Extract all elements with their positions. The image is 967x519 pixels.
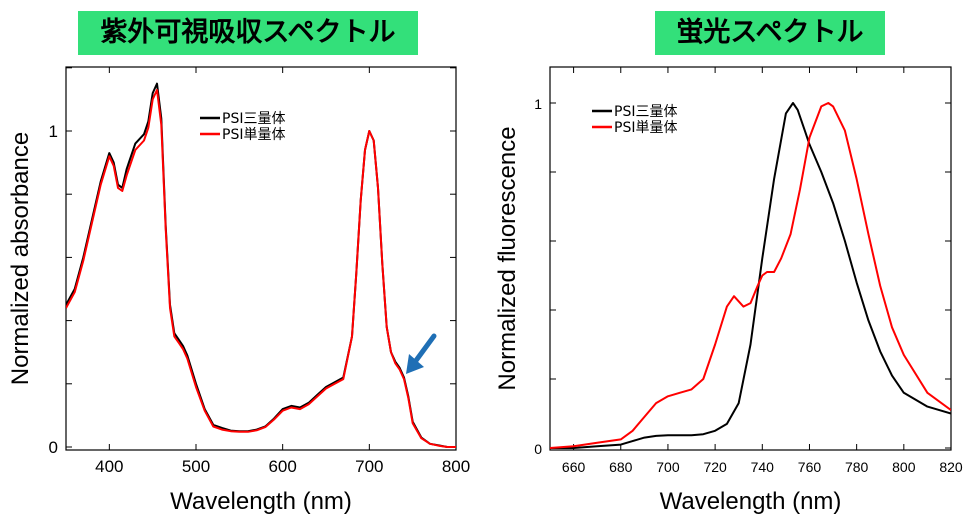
uv-vis-arrow-head [406,354,424,374]
fluor-series-line-trimer [550,102,951,449]
fluorescence-title: 蛍光スペクトル [655,11,885,55]
uv-vis-x-tick-label: 800 [442,457,470,476]
uv-vis-x-tick-label: 700 [355,457,383,476]
fluor-plot-frame [549,66,952,451]
uv-vis-x-tick-label: 600 [268,457,296,476]
fluor-legend-label: PSI三量体 [614,104,677,120]
fluor-x-tick-label: 780 [845,459,869,475]
uv-vis-x-axis-label: Wavelength (nm) [170,488,352,515]
uv-vis-title: 紫外可視吸収スペクトル [78,11,418,55]
uv-vis-y-axis-label: Normalized absorbance [7,132,34,385]
fluor-x-tick-label: 800 [892,459,916,475]
uv-vis-legend-label: PSI三量体 [222,111,285,127]
uv-vis-plot-frame [65,66,457,451]
fluor-y-tick-label: 0 [534,441,542,457]
uv-vis-legend-label: PSI単量体 [222,127,285,143]
fluor-x-tick-label: 720 [703,459,727,475]
fluor-x-tick-label: 680 [609,459,633,475]
fluor-y-tick-label: 1 [534,96,542,112]
uv-vis-y-tick-label: 0 [49,438,58,457]
uv-vis-series-line-monomer [66,88,456,448]
fluor-series-line-monomer [550,102,951,449]
fluor-y-axis-label: Normalized fluorescence [494,126,521,390]
uv-vis-y-tick-label: 1 [49,122,58,141]
fluor-x-tick-label: 700 [656,459,680,475]
uv-vis-x-tick-label: 400 [95,457,123,476]
fluor-x-tick-label: 740 [751,459,775,475]
fluor-legend-label: PSI単量体 [614,120,677,136]
fluor-x-tick-label: 760 [798,459,822,475]
fluor-x-axis-label: Wavelength (nm) [660,488,842,515]
fluor-x-tick-label: 660 [562,459,586,475]
uv-vis-x-tick-label: 500 [182,457,210,476]
fluor-x-tick-label: 820 [939,459,963,475]
